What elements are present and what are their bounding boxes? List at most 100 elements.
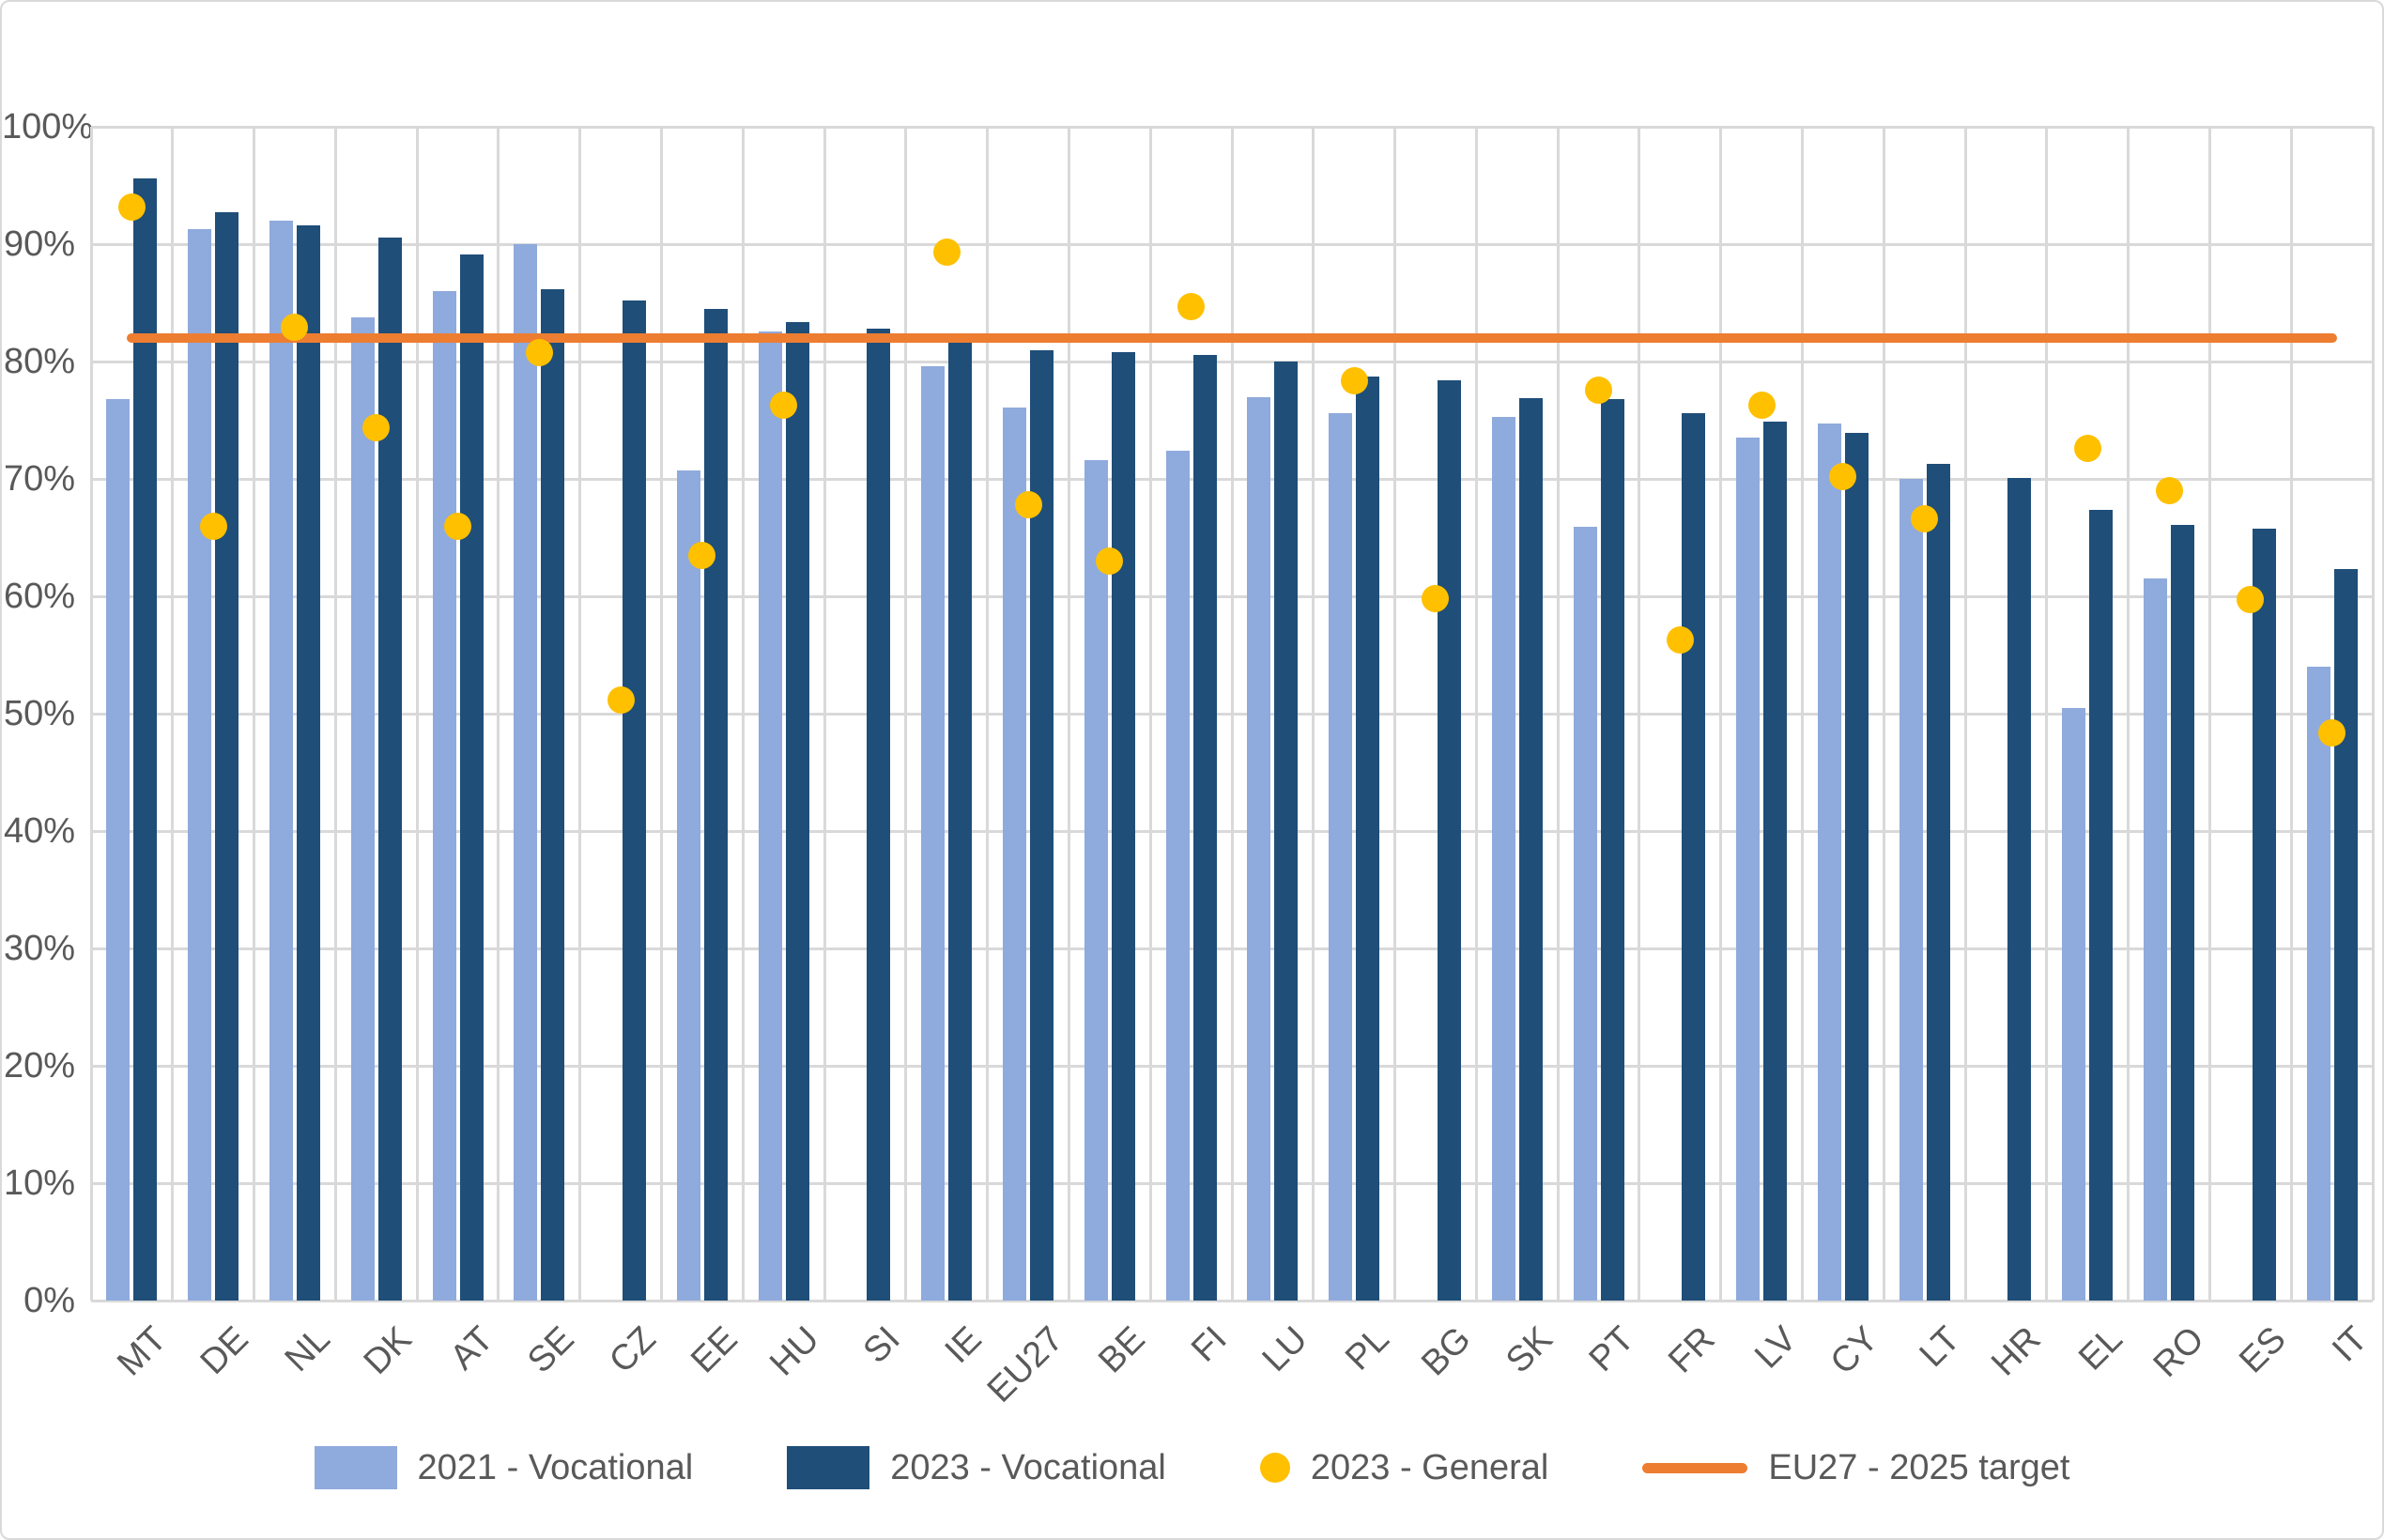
bar-2023-vocational-LU <box>1274 362 1299 1301</box>
y-axis-tick-10: 10% <box>3 1163 75 1203</box>
bar-2023-vocational-IT <box>2333 569 2358 1301</box>
y-axis-tick-40: 40% <box>3 811 75 851</box>
x-gridline-20 <box>1719 127 1723 1301</box>
legend-item-2023-vocational: 2023 - Vocational <box>787 1446 1166 1489</box>
x-gridline-18 <box>1556 127 1560 1301</box>
bar-2021-vocational-PL <box>1329 413 1353 1301</box>
x-gridline-6 <box>578 127 582 1301</box>
legend-marker-2023-general <box>1259 1453 1290 1483</box>
x-gridline-13 <box>1148 127 1152 1301</box>
x-axis-tick-EU27: EU27 <box>979 1319 1071 1410</box>
x-axis-tick-BG: BG <box>1414 1319 1479 1384</box>
x-axis-tick-LV: LV <box>1747 1319 1805 1377</box>
x-gridline-11 <box>986 127 990 1301</box>
x-gridline-4 <box>415 127 419 1301</box>
bar-2021-vocational-NL <box>269 221 293 1301</box>
bar-2021-vocational-MT <box>106 399 131 1301</box>
bar-2023-vocational-DE <box>215 212 239 1301</box>
bar-2021-vocational-RO <box>2144 578 2168 1301</box>
dot-2023-general-AT <box>444 512 472 540</box>
x-axis-tick-PT: PT <box>1581 1319 1642 1380</box>
x-axis-tick-IE: IE <box>937 1319 990 1372</box>
bar-2021-vocational-LU <box>1247 396 1271 1301</box>
bar-2023-vocational-ES <box>2252 528 2276 1301</box>
legend-label-eu27-target: EU27 - 2025 target <box>1768 1447 2070 1487</box>
x-gridline-9 <box>823 127 826 1301</box>
x-axis-tick-NL: NL <box>277 1319 338 1380</box>
x-gridline-26 <box>2207 127 2211 1301</box>
x-gridline-19 <box>1638 127 1641 1301</box>
x-gridline-10 <box>904 127 908 1301</box>
dot-2023-general-DE <box>199 512 227 540</box>
x-gridline-15 <box>1312 127 1315 1301</box>
x-gridline-12 <box>1067 127 1070 1301</box>
bar-2023-vocational-SK <box>1518 397 1543 1301</box>
x-axis-tick-DK: DK <box>356 1319 420 1383</box>
bar-2021-vocational-HU <box>758 331 782 1301</box>
x-gridline-3 <box>333 127 337 1301</box>
bar-2023-vocational-EE <box>703 308 728 1301</box>
bar-2021-vocational-EL <box>2062 707 2086 1301</box>
x-gridline-5 <box>497 127 500 1301</box>
bar-2021-vocational-SK <box>1491 416 1515 1301</box>
x-axis-tick-CZ: CZ <box>602 1319 664 1381</box>
x-axis-tick-FI: FI <box>1183 1319 1235 1370</box>
x-axis-tick-FR: FR <box>1661 1319 1724 1381</box>
bar-2021-vocational-AT <box>432 291 456 1301</box>
bar-2021-vocational-FI <box>1165 451 1190 1301</box>
x-axis-tick-MT: MT <box>110 1319 176 1384</box>
dot-2023-general-PT <box>1585 376 1613 404</box>
x-gridline-22 <box>1882 127 1885 1301</box>
x-axis-tick-LT: LT <box>1912 1319 1968 1376</box>
bar-2023-vocational-LV <box>1763 421 1788 1301</box>
x-gridline-23 <box>1963 127 1967 1301</box>
x-axis-tick-SK: SK <box>1498 1319 1561 1381</box>
y-axis-tick-70: 70% <box>3 459 75 499</box>
bar-2023-vocational-BE <box>1111 352 1135 1301</box>
y-axis-tick-20: 20% <box>3 1046 75 1086</box>
dot-2023-general-FI <box>1177 292 1206 320</box>
bar-2021-vocational-SE <box>514 244 538 1301</box>
chart-legend: 2021 - Vocational 2023 - Vocational 2023… <box>2 1446 2382 1489</box>
legend-item-2021-vocational: 2021 - Vocational <box>314 1446 693 1489</box>
y-axis-line <box>89 127 93 1301</box>
legend-item-eu27-target: EU27 - 2025 target <box>1642 1448 2069 1488</box>
legend-swatch-2021-vocational <box>314 1446 397 1489</box>
dot-2023-general-IT <box>2318 718 2346 747</box>
dot-2023-general-NL <box>281 314 309 342</box>
y-axis-tick-60: 60% <box>3 577 75 616</box>
bar-2023-vocational-BG <box>1437 380 1461 1301</box>
x-gridline-27 <box>2289 127 2293 1301</box>
bar-2023-vocational-CY <box>1844 433 1869 1301</box>
bar-2023-vocational-FR <box>1682 413 1706 1301</box>
x-axis-tick-IT: IT <box>2324 1319 2376 1370</box>
x-gridline-14 <box>1230 127 1234 1301</box>
bar-2023-vocational-CZ <box>623 300 647 1301</box>
x-axis-tick-DE: DE <box>192 1319 256 1383</box>
dot-2023-general-RO <box>2155 477 2183 504</box>
x-axis-tick-SI: SI <box>856 1319 909 1372</box>
dot-2023-general-PL <box>1340 366 1368 394</box>
y-axis-tick-0: 0% <box>23 1281 75 1320</box>
x-axis-tick-CY: CY <box>1823 1319 1886 1383</box>
dot-2023-general-EE <box>688 541 716 569</box>
bar-2023-vocational-FI <box>1192 354 1217 1301</box>
x-axis-tick-SE: SE <box>520 1319 583 1381</box>
bar-2023-vocational-IE <box>948 343 973 1301</box>
x-axis-tick-HR: HR <box>1984 1319 2050 1384</box>
y-axis-tick-80: 80% <box>3 342 75 381</box>
bar-2023-vocational-LT <box>1926 463 1950 1301</box>
x-gridline-17 <box>1474 127 1478 1301</box>
x-gridline-8 <box>741 127 745 1301</box>
dot-2023-general-EU27 <box>1014 491 1042 518</box>
bar-2023-vocational-MT <box>133 178 158 1301</box>
bar-2023-vocational-PT <box>1600 399 1624 1301</box>
bar-2023-vocational-NL <box>296 225 320 1301</box>
bar-2021-vocational-LV <box>1736 438 1761 1301</box>
x-axis-tick-PL: PL <box>1338 1319 1397 1378</box>
y-axis-tick-90: 90% <box>3 224 75 264</box>
bar-2021-vocational-BE <box>1084 460 1108 1301</box>
bar-2021-vocational-IE <box>921 366 946 1301</box>
bar-2021-vocational-LT <box>1899 479 1923 1301</box>
bar-2021-vocational-EE <box>676 470 700 1301</box>
